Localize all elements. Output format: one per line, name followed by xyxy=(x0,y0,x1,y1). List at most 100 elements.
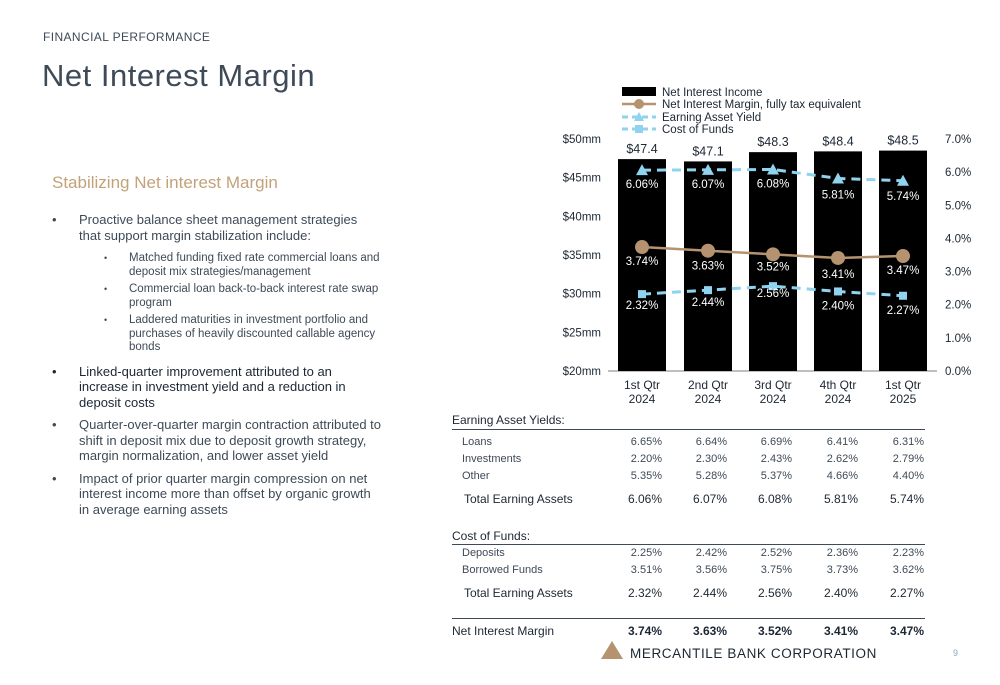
x-tick-label: 3rd Qtr xyxy=(754,378,791,392)
marker-earning-asset-yield xyxy=(897,174,909,186)
marker-cost-of-funds xyxy=(704,286,712,295)
bar-net-interest-income xyxy=(749,152,797,371)
table-row-value: 3.75% xyxy=(760,564,792,576)
table-total-row-value: 2.32% xyxy=(627,586,662,600)
table-total-row-value: 6.07% xyxy=(692,492,727,506)
y-left-tick-label: $45mm xyxy=(563,173,601,185)
table-row-label: Deposits xyxy=(462,547,505,559)
sub-bullet-item: Matched funding fixed rate commercial lo… xyxy=(104,252,382,279)
marker-net-interest-margin xyxy=(831,250,845,265)
data-label: 2.27% xyxy=(887,305,920,317)
data-label: 2.32% xyxy=(626,300,659,312)
legend-label: Cost of Funds xyxy=(662,124,734,136)
table-divider xyxy=(452,618,925,619)
table-row-label: Borrowed Funds xyxy=(462,564,543,576)
bullet-text: Linked-quarter improvement attributed to… xyxy=(79,363,346,410)
table-total-row-value: 5.81% xyxy=(823,492,858,506)
table-row-value: 2.30% xyxy=(695,453,727,465)
legend-label: Net Interest Margin, fully tax equivalen… xyxy=(662,99,862,111)
marker-net-interest-margin xyxy=(701,243,715,258)
table-nim-row-value: 3.74% xyxy=(627,624,662,638)
bullet-text: Proactive balance sheet management strat… xyxy=(79,212,358,243)
section-label: FINANCIAL PERFORMANCE xyxy=(43,30,211,44)
net-interest-margin-chart: $20mm $25mm $30mm $35mm $40mm $45mm $50mm 0.0% 1… xyxy=(563,87,971,406)
y-right-tick-label: 6.0% xyxy=(945,167,971,179)
table-row-value: 4.40% xyxy=(892,470,924,482)
bar-value-label: $48.5 xyxy=(887,134,918,148)
table-section-header: Earning Asset Yields: xyxy=(452,413,565,427)
page-number: 9 xyxy=(953,648,959,658)
y-left-tick-label: $50mm xyxy=(563,134,601,146)
bar-value-label: $48.4 xyxy=(822,134,853,148)
table-row-value: 5.37% xyxy=(760,470,792,482)
bar-net-interest-income xyxy=(618,159,666,371)
legend-marker xyxy=(634,112,644,121)
table-total-row-value: 2.44% xyxy=(692,586,727,600)
table-total-row-value: 5.74% xyxy=(889,492,924,506)
x-tick-label: 2024 xyxy=(629,392,656,406)
marker-cost-of-funds xyxy=(834,287,842,296)
y-left-tick-label: $25mm xyxy=(563,327,601,339)
table-row-value: 6.69% xyxy=(760,436,792,448)
x-tick-label: 2025 xyxy=(890,392,917,406)
x-tick-label: 2024 xyxy=(825,392,852,406)
logo-icon xyxy=(601,641,623,659)
series-line xyxy=(641,167,904,183)
table-row-value: 6.41% xyxy=(826,436,858,448)
y-right-tick-label: 3.0% xyxy=(945,267,971,279)
table-row-value: 2.79% xyxy=(892,453,924,465)
data-label: 6.06% xyxy=(626,179,659,191)
table-row-value: 2.52% xyxy=(760,547,792,559)
table-nim-row-value: 3.47% xyxy=(889,624,924,638)
table-nim-row-value: 3.41% xyxy=(823,624,858,638)
bullet-item: Quarter-over-quarter margin contraction … xyxy=(52,417,382,464)
bullet-list: Proactive balance sheet management strat… xyxy=(52,212,382,524)
y-right-tick-label: 4.0% xyxy=(945,233,971,245)
x-tick-label: 1st Qtr xyxy=(885,378,921,392)
bullet-text: Quarter-over-quarter margin contraction … xyxy=(79,417,382,463)
marker-net-interest-margin xyxy=(635,240,649,255)
table-row-value: 3.51% xyxy=(630,564,662,576)
table-nim-row-value: 3.63% xyxy=(692,624,727,638)
table-row-value: 3.73% xyxy=(826,564,858,576)
marker-earning-asset-yield xyxy=(636,164,648,176)
table-row-value: 2.36% xyxy=(826,547,858,559)
table-total-row-value: 2.40% xyxy=(823,586,858,600)
data-label: 3.52% xyxy=(757,261,790,273)
y-left-tick-label: $20mm xyxy=(563,366,601,378)
table-row-value: 2.43% xyxy=(760,453,792,465)
table-row-value: 6.64% xyxy=(695,436,727,448)
table-row-value: 2.20% xyxy=(630,453,662,465)
data-label: 2.40% xyxy=(822,300,855,312)
table-row-value: 3.56% xyxy=(695,564,727,576)
y-right-tick-label: 7.0% xyxy=(945,134,971,146)
table-total-row-value: 6.06% xyxy=(627,492,662,506)
table-total-row-value: 6.08% xyxy=(757,492,792,506)
bullet-text: Impact of prior quarter margin compressi… xyxy=(79,470,371,517)
data-label: 5.81% xyxy=(822,189,855,201)
x-tick-label: 2nd Qtr xyxy=(688,378,728,392)
table-divider xyxy=(452,544,925,545)
legend-label: Earning Asset Yield xyxy=(662,112,761,124)
y-right-tick-label: 0.0% xyxy=(945,366,971,378)
sub-bullet-item: Laddered maturities in investment portfo… xyxy=(104,314,382,355)
table-row-value: 5.28% xyxy=(695,470,727,482)
data-label: 6.08% xyxy=(757,178,790,190)
table-row-value: 6.31% xyxy=(892,436,924,448)
company-name: MERCANTILE BANK CORPORATION xyxy=(630,646,877,661)
data-label: 3.41% xyxy=(822,269,855,281)
y-right-tick-label: 5.0% xyxy=(945,200,971,212)
legend-label: Net Interest Income xyxy=(662,87,762,99)
marker-earning-asset-yield xyxy=(767,163,779,175)
y-left-tick-label: $35mm xyxy=(563,250,601,262)
data-label: 2.44% xyxy=(692,297,725,309)
table-row-value: 2.25% xyxy=(630,547,662,559)
data-label: 6.07% xyxy=(692,179,725,191)
bullet-item: Proactive balance sheet management strat… xyxy=(52,212,382,355)
legend-swatch xyxy=(622,87,656,96)
table-section-header: Cost of Funds: xyxy=(452,529,531,543)
table-row-value: 3.62% xyxy=(892,564,924,576)
legend-marker xyxy=(634,99,644,109)
sub-bullet-item: Commercial loan back-to-back interest ra… xyxy=(104,283,382,310)
bar-net-interest-income xyxy=(684,161,732,371)
